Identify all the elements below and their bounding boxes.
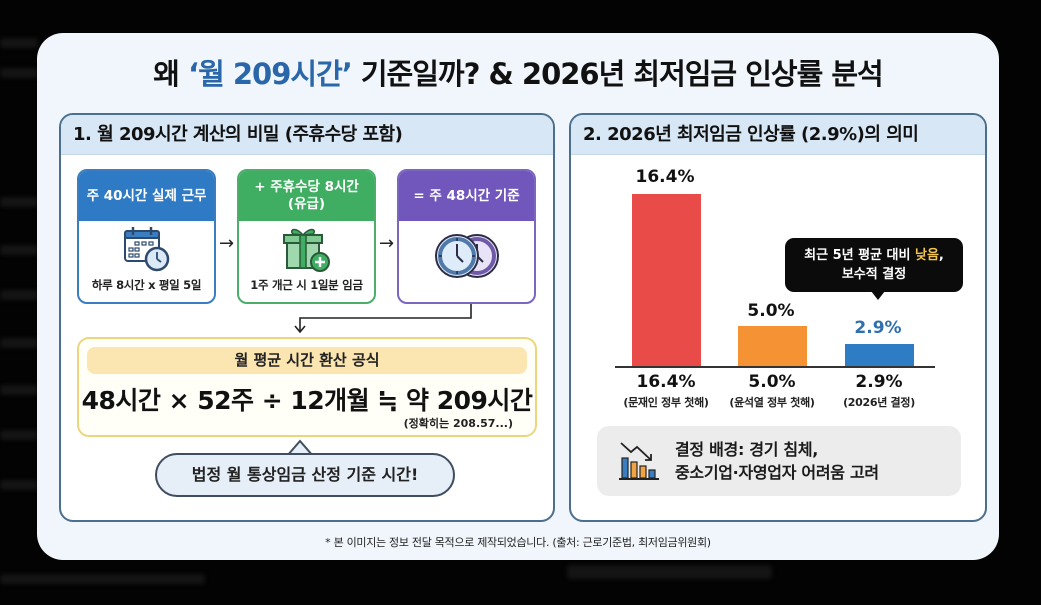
- category-label: (문재인 정부 첫해): [623, 396, 709, 409]
- formula-expression: 48시간 × 52주 ÷ 12개월 ≒ 약 209시간: [81, 386, 533, 415]
- bar-2026-decision: [845, 344, 914, 367]
- category-value: 16.4%: [636, 372, 696, 392]
- callout-text: ,: [938, 248, 944, 263]
- step-title-line2: (유급): [287, 196, 326, 212]
- step-weekly-holiday-pay: + 주휴수당 8시간 (유급) 1주 개근 시 1일분 임금: [237, 169, 376, 304]
- arrow-right-icon: →: [219, 233, 235, 254]
- blurred-text: [0, 574, 205, 584]
- step-title-line1: + 주휴수당 8시간: [254, 179, 359, 195]
- infographic-card: 왜 ‘월 209시간’ 기준일까? & 2026년 최저임금 인상률 분석 1.…: [37, 33, 999, 560]
- step-actual-work: 주 40시간 실제 근무: [77, 169, 216, 304]
- main-title: 왜 ‘월 209시간’ 기준일까? & 2026년 최저임금 인상률 분석: [37, 51, 999, 93]
- reason-line: 중소기업·자영업자 어려움 고려: [675, 463, 879, 482]
- title-suffix: 기준일까? & 2026년 최저임금 인상률 분석: [351, 57, 884, 91]
- calendar-clock-icon: [79, 221, 214, 277]
- blurred-text: [0, 197, 38, 207]
- title-prefix: 왜: [153, 57, 189, 91]
- bar-yoon-government: [738, 326, 807, 367]
- step-weekly-48-hours: = 주 48시간 기준: [397, 169, 536, 304]
- callout-text: 최근 5년 평균 대비: [804, 248, 915, 263]
- arrow-right-icon: →: [379, 233, 395, 254]
- panel-heading: 1. 월 209시간 계산의 비밀 (주휴수당 포함): [61, 115, 553, 155]
- bar-chart: 16.4% 5.0% 2.9% 16.4% (문재인 정부 첫해) 5.0% (…: [571, 155, 985, 415]
- callout-text: 보수적 결정: [841, 267, 907, 282]
- bar-value-label: 5.0%: [747, 301, 795, 321]
- category-label: (윤석열 정부 첫해): [729, 396, 815, 409]
- annotation-callout: 최근 5년 평균 대비 낮음, 보수적 결정: [785, 238, 963, 292]
- calculation-panel: 1. 월 209시간 계산의 비밀 (주휴수당 포함) 주 40시간 실제 근무: [59, 113, 555, 522]
- wage-increase-panel: 2. 2026년 최저임금 인상률 (2.9%)의 의미 16.4% 5.0% …: [569, 113, 987, 522]
- bar-value-label: 16.4%: [635, 167, 695, 187]
- category-value: 2.9%: [855, 372, 903, 392]
- decision-background-text: 결정 배경: 경기 침체, 중소기업·자영업자 어려움 고려: [675, 438, 879, 484]
- formula-box: 월 평균 시간 환산 공식 48시간 × 52주 ÷ 12개월 ≒ 약 209시…: [77, 337, 537, 437]
- source-footnote: * 본 이미지는 정보 전달 목적으로 제작되었습니다. (출처: 근로기준법,…: [325, 536, 711, 549]
- step-title: 주 40시간 실제 근무: [79, 171, 214, 221]
- blurred-text: [0, 38, 38, 48]
- formula-note: (정확히는 208.57...): [403, 417, 513, 430]
- bar-value-label: 2.9%: [854, 318, 902, 338]
- blurred-text: [0, 290, 38, 300]
- connector-arrow-icon: [294, 304, 472, 334]
- gift-plus-icon: [239, 221, 374, 277]
- category-value: 5.0%: [748, 372, 796, 392]
- formula-heading: 월 평균 시간 환산 공식: [87, 347, 527, 374]
- reason-line: 결정 배경: 경기 침체,: [675, 440, 819, 459]
- step-description: 1주 개근 시 1일분 임금: [250, 278, 363, 292]
- blurred-text: [0, 385, 38, 395]
- blurred-text: [0, 245, 38, 255]
- chart-baseline: [615, 366, 935, 368]
- blurred-text: [0, 430, 38, 440]
- blurred-text: [0, 68, 38, 78]
- step-title: = 주 48시간 기준: [399, 171, 534, 221]
- blurred-text: [0, 480, 38, 490]
- declining-bar-chart-icon: [619, 442, 659, 480]
- step-title: + 주휴수당 8시간 (유급): [239, 171, 374, 221]
- double-clock-icon: [399, 221, 534, 291]
- blurred-text: [567, 565, 772, 579]
- callout-highlight: 낮음: [915, 248, 939, 263]
- step-description: 하루 8시간 x 평일 5일: [91, 278, 202, 292]
- category-label: (2026년 결정): [843, 396, 915, 409]
- legal-basis-callout: 법정 월 통상임금 산정 기준 시간!: [155, 453, 455, 497]
- bar-moon-government: [632, 194, 701, 367]
- callout-tail-icon: [871, 291, 885, 300]
- blurred-text: [0, 338, 38, 348]
- panel-heading: 2. 2026년 최저임금 인상률 (2.9%)의 의미: [571, 115, 985, 155]
- title-accent: ‘월 209시간’: [188, 57, 353, 91]
- decision-background-box: 결정 배경: 경기 침체, 중소기업·자영업자 어려움 고려: [597, 426, 961, 496]
